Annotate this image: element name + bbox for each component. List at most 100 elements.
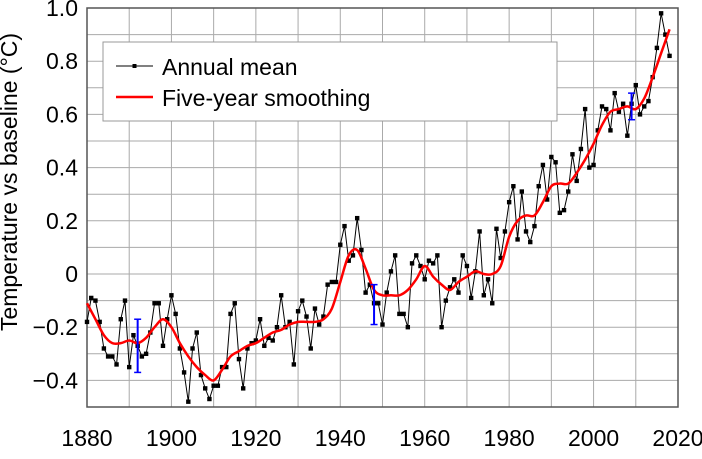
data-point-marker <box>456 290 461 295</box>
data-point-marker <box>481 293 487 298</box>
x-tick-label: 1900 <box>146 425 197 451</box>
data-point-marker <box>490 301 495 306</box>
data-point-marker <box>646 98 651 104</box>
data-point-marker <box>329 279 335 285</box>
data-point-marker <box>566 189 571 194</box>
data-point-marker <box>257 317 263 322</box>
data-point-marker <box>190 346 195 351</box>
data-point-marker <box>198 372 204 378</box>
y-tick-label: 1.0 <box>46 0 78 21</box>
data-point-marker <box>384 290 389 295</box>
data-point-marker <box>300 298 305 303</box>
data-point-marker <box>604 106 609 112</box>
data-point-marker <box>595 128 600 133</box>
data-point-marker <box>435 253 440 258</box>
data-point-marker <box>544 197 550 202</box>
data-point-marker <box>333 279 339 285</box>
data-point-marker <box>443 298 449 303</box>
data-point-marker <box>291 362 297 367</box>
data-point-marker <box>207 396 212 402</box>
data-point-marker <box>663 32 668 37</box>
data-point-marker <box>380 322 385 327</box>
legend-box <box>102 41 558 122</box>
data-point-marker <box>570 152 575 157</box>
data-point-marker <box>342 223 347 229</box>
data-point-marker <box>131 332 136 338</box>
data-point-marker <box>549 154 554 160</box>
data-point-marker <box>118 317 123 322</box>
data-point-marker <box>173 311 178 317</box>
x-tick-label: 1960 <box>399 425 450 451</box>
data-point-marker <box>165 317 170 322</box>
data-point-marker <box>249 340 254 346</box>
data-point-marker <box>502 229 508 234</box>
data-point-marker <box>637 112 643 117</box>
data-point-marker <box>295 309 301 314</box>
data-point-marker <box>160 343 166 349</box>
y-tick-label: 0.4 <box>46 155 78 181</box>
data-point-marker <box>511 184 516 189</box>
data-point-marker <box>346 258 351 263</box>
data-point-marker <box>418 263 423 269</box>
annual-mean-series <box>84 11 672 404</box>
data-point-marker <box>485 277 491 282</box>
data-point-marker <box>308 346 313 351</box>
data-point-marker <box>177 346 183 351</box>
data-point-marker <box>409 261 415 266</box>
data-point-marker <box>232 301 237 306</box>
data-point-marker <box>405 325 411 330</box>
data-point-marker <box>228 311 233 317</box>
data-point-marker <box>498 255 503 261</box>
data-point-marker <box>612 90 617 96</box>
plot-frame <box>86 7 679 408</box>
legend-entry-annual-mean: Annual mean <box>116 54 298 80</box>
data-point-marker <box>110 354 115 359</box>
y-tick-label: −0.2 <box>33 314 78 340</box>
y-tick-label: 0.2 <box>46 208 78 234</box>
data-point-marker <box>312 306 318 311</box>
y-axis-title: Temperature vs baseline (°C) <box>0 33 22 331</box>
data-point-marker <box>633 82 638 88</box>
data-point-marker <box>316 322 322 327</box>
data-point-marker <box>439 325 444 330</box>
data-point-marker <box>447 285 453 290</box>
data-point-marker <box>578 146 584 152</box>
data-point-marker <box>304 314 309 319</box>
data-point-marker <box>540 162 546 168</box>
data-point-marker <box>388 269 394 274</box>
data-point-marker <box>203 386 208 391</box>
data-point-marker <box>321 314 326 319</box>
data-point-marker <box>152 301 157 306</box>
data-point-marker <box>392 253 398 258</box>
data-point-marker <box>515 237 520 242</box>
data-point-marker <box>354 215 360 221</box>
data-point-marker <box>587 165 592 170</box>
data-point-marker <box>127 364 132 370</box>
legend-marker-square-icon <box>132 64 137 68</box>
data-point-marker <box>245 346 250 351</box>
data-point-marker <box>477 229 482 234</box>
data-point-marker <box>278 293 284 298</box>
smoothing-line <box>85 28 671 382</box>
data-point-marker <box>186 399 191 404</box>
data-point-marker <box>363 290 368 295</box>
data-point-marker <box>270 338 275 343</box>
legend-label-annual-mean: Annual mean <box>162 54 298 80</box>
data-point-marker <box>620 101 626 106</box>
data-point-marker <box>599 104 605 109</box>
data-point-marker <box>561 207 567 213</box>
data-point-marker <box>240 386 246 391</box>
data-point-marker <box>422 277 427 282</box>
data-point-marker <box>325 282 330 287</box>
data-point-marker <box>253 338 259 343</box>
data-point-marker <box>84 319 90 325</box>
y-tick-label: −0.4 <box>33 367 79 393</box>
data-point-marker <box>494 226 499 231</box>
five-year-smoothing-series <box>85 28 671 382</box>
data-point-marker <box>608 128 613 133</box>
data-point-marker <box>625 133 630 138</box>
data-point-marker <box>616 109 622 114</box>
data-point-marker <box>591 162 596 168</box>
y-tick-label: 0 <box>65 261 78 287</box>
